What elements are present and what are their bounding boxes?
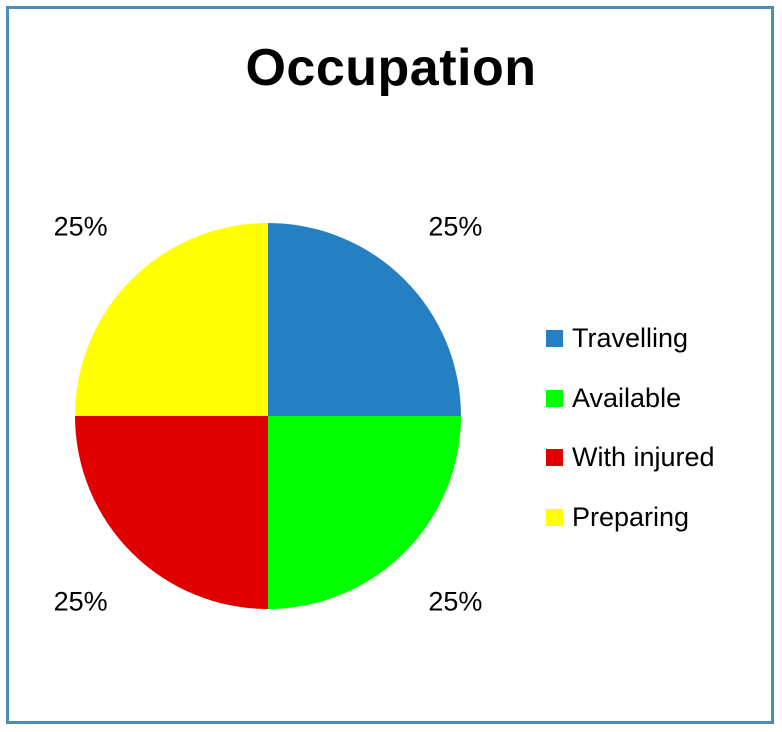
legend-item-travelling: Travelling <box>546 309 715 369</box>
legend-item-available: Available <box>546 369 715 429</box>
pie-slice-available <box>268 416 461 609</box>
pie-slice-with-injured <box>75 416 268 609</box>
legend-label: With injured <box>572 442 715 473</box>
data-label-travelling: 25% <box>428 212 482 242</box>
legend-label: Travelling <box>572 323 689 354</box>
legend-swatch <box>546 449 563 467</box>
pie-data-labels: 25% 25% 25% 25% <box>54 212 483 617</box>
legend-item-preparing: Preparing <box>546 488 715 548</box>
pie-slice-preparing <box>75 223 268 416</box>
legend-swatch <box>546 330 563 348</box>
legend-swatch <box>546 389 563 407</box>
legend-label: Preparing <box>572 501 690 532</box>
pie-slices <box>75 223 461 609</box>
data-label-preparing: 25% <box>54 212 108 242</box>
chart-legend: Travelling Available With injured Preparing <box>546 309 715 547</box>
data-label-with-injured: 25% <box>54 587 108 617</box>
chart-title: Occupation <box>245 39 537 97</box>
legend-item-with-injured: With injured <box>546 428 715 488</box>
pie-slice-travelling <box>268 223 461 416</box>
legend-label: Available <box>572 382 682 413</box>
data-label-available: 25% <box>428 587 482 617</box>
legend-swatch <box>546 508 563 526</box>
